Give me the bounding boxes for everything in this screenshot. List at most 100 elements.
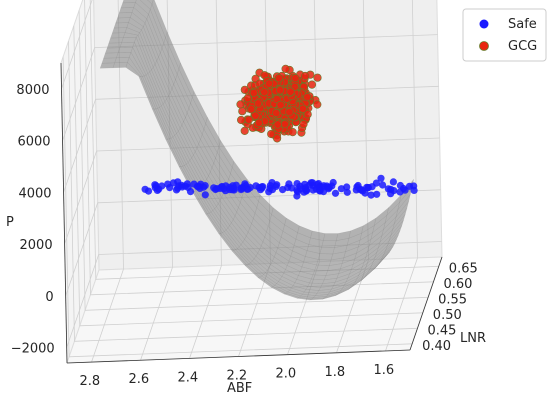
safe-point [343,183,351,191]
y-tick-label: 0.40 [422,339,451,354]
legend-marker-safe [479,19,489,29]
x-tick-label: 1.8 [325,365,346,380]
gcg-point [273,134,282,143]
scatter-points [141,64,418,200]
surface-patch [147,0,154,5]
safe-point [158,182,166,190]
surface-patch [105,47,121,54]
z-tick-label: −2000 [11,341,55,356]
gcg-point [273,120,282,129]
surface-patch [135,0,151,15]
safe-point [181,182,189,190]
surface-patch [115,17,131,24]
surface-patch [103,52,119,59]
x-tick-label: 1.6 [374,363,395,378]
gcg-point [307,80,317,89]
safe-point [169,179,177,187]
x-tick-label: 2.8 [80,374,101,389]
safe-point [389,178,397,186]
gcg-point [237,115,246,125]
gcg-point [299,119,308,129]
z-tick-label: 0 [45,290,53,305]
gcg-point [275,86,285,95]
x-axis-label: ABF [227,381,252,396]
gcg-point [240,126,249,135]
z-tick-labels: −2000 0 2000 4000 6000 8000 [11,83,55,357]
surface-patch [316,259,332,266]
legend-marker-gcg [479,41,489,51]
safe-point [279,186,287,194]
grid-line-z [64,137,440,245]
x-tick-label: 2.0 [276,367,297,382]
surface-patch [139,0,153,10]
gcg-point [243,94,252,103]
surface-patch [323,233,339,241]
y-tick-labels: 0.400.450.500.550.600.65 [422,261,478,354]
fitted-surface [99,0,414,301]
y-tick-label: 0.55 [438,292,467,307]
safe-point [164,180,172,188]
gcg-point [301,71,310,81]
grid-line-z [62,34,438,141]
safe-point [410,186,418,194]
gcg-point [236,100,245,109]
safe-point [288,184,296,192]
surface-patch [319,247,335,255]
gcg-point [276,100,285,109]
surface-patch [314,264,330,271]
grid-line-y [62,56,413,358]
safe-point [190,180,198,188]
gcg-point [265,79,274,88]
grid-line-y [68,41,418,342]
surface-patch [116,52,132,58]
surface-patch [117,47,133,53]
surface-patch [114,57,130,63]
x-axis-line [66,349,411,364]
safe-point [308,179,317,187]
gcg-point [303,93,312,102]
z-axis-label: P [6,215,14,230]
gcg-point [254,118,263,127]
safe-point [377,174,385,182]
y-axis-line [409,256,443,351]
grid-line-x [189,0,222,359]
safe-point [226,183,234,191]
gcg-point [281,64,290,73]
legend-label-gcg: GCG [508,39,537,54]
safe-point [364,184,372,192]
gcg-point [313,73,322,82]
safe-point [367,191,375,199]
y-tick-label: 0.65 [449,261,478,276]
safe-point [401,186,409,194]
legend: Safe GCG [462,8,547,62]
surface-patch [312,269,328,276]
surface-patch [318,253,333,261]
grid-lines [60,0,443,364]
gcg-point [260,88,269,97]
gcg-point [313,100,322,109]
gcg-point [298,104,308,113]
y-tick-label: 0.50 [433,308,462,323]
grid-line-y [73,25,423,327]
grid-line-z [65,189,441,296]
z-tick-label: 6000 [17,135,50,150]
gcg-point [280,120,290,129]
z-axis-line [60,62,68,364]
safe-point [324,183,332,191]
safe-point [201,182,209,190]
x-tick-label: 2.6 [129,372,150,387]
safe-point [201,191,209,199]
safe-point [396,181,404,190]
gcg-point [274,74,283,83]
safe-point [373,190,381,198]
gcg-point [238,107,247,116]
surface-patch [122,0,137,4]
safe-point [300,188,308,196]
safe-point [259,183,267,191]
surface-patch [311,274,327,281]
safe-point [237,184,246,192]
grid-line-y [78,10,429,311]
gcg-point [286,87,295,96]
safe-point [319,183,327,191]
